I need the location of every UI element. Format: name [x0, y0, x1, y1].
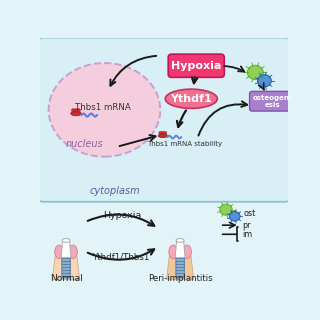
Ellipse shape — [183, 245, 191, 259]
Ellipse shape — [220, 204, 232, 215]
Text: Thbs1 mRNA stability: Thbs1 mRNA stability — [147, 141, 222, 147]
FancyBboxPatch shape — [38, 38, 290, 202]
Ellipse shape — [169, 245, 178, 259]
Text: Hypoxia: Hypoxia — [103, 211, 141, 220]
FancyBboxPatch shape — [250, 92, 297, 111]
Ellipse shape — [71, 108, 75, 112]
Polygon shape — [166, 252, 194, 279]
Ellipse shape — [49, 63, 160, 157]
Text: Peri-implantitis: Peri-implantitis — [148, 274, 212, 283]
Ellipse shape — [158, 134, 167, 138]
FancyBboxPatch shape — [62, 256, 70, 278]
Text: pr: pr — [242, 221, 251, 230]
Ellipse shape — [258, 75, 271, 87]
Text: cytoplasm: cytoplasm — [89, 186, 140, 196]
Ellipse shape — [55, 245, 63, 259]
Text: nucleus: nucleus — [66, 139, 103, 149]
Text: Thbs1 mRNA: Thbs1 mRNA — [76, 103, 131, 112]
Ellipse shape — [174, 251, 186, 258]
Ellipse shape — [74, 108, 78, 112]
Polygon shape — [52, 252, 80, 279]
Text: Ythdf1: Ythdf1 — [171, 94, 212, 104]
Text: Ythdf1/Thbs1: Ythdf1/Thbs1 — [93, 253, 150, 262]
Ellipse shape — [159, 132, 162, 134]
Ellipse shape — [176, 239, 184, 242]
Ellipse shape — [77, 108, 80, 112]
Ellipse shape — [161, 132, 164, 134]
Text: Normal: Normal — [50, 274, 83, 283]
Text: Hypoxia: Hypoxia — [171, 60, 221, 70]
FancyBboxPatch shape — [176, 256, 184, 278]
Polygon shape — [61, 240, 71, 258]
Ellipse shape — [62, 239, 70, 242]
Ellipse shape — [69, 245, 77, 259]
Ellipse shape — [164, 132, 167, 134]
Ellipse shape — [165, 89, 217, 108]
Text: osteogen-
esis: osteogen- esis — [253, 95, 293, 108]
Text: ost: ost — [243, 209, 256, 218]
FancyBboxPatch shape — [168, 54, 224, 77]
Ellipse shape — [71, 111, 81, 116]
Ellipse shape — [247, 65, 263, 79]
Ellipse shape — [229, 212, 240, 221]
Text: im: im — [242, 230, 252, 239]
Polygon shape — [175, 240, 185, 258]
